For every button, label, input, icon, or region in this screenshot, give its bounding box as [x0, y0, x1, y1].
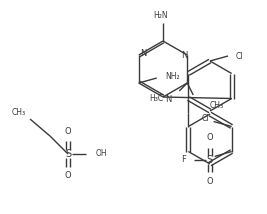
Text: N: N [165, 95, 171, 104]
Text: N: N [181, 51, 187, 59]
Text: CH₃: CH₃ [209, 101, 223, 110]
Text: H₂N: H₂N [154, 10, 168, 19]
Text: O: O [65, 171, 71, 180]
Text: H₃C: H₃C [149, 94, 163, 103]
Text: S: S [65, 149, 71, 159]
Text: S: S [207, 155, 213, 165]
Text: Cl: Cl [236, 52, 244, 61]
Text: F: F [181, 155, 186, 164]
Text: Cl: Cl [201, 114, 209, 123]
Text: O: O [206, 177, 213, 186]
Text: CH₃: CH₃ [12, 107, 26, 116]
Text: NH₂: NH₂ [165, 71, 179, 80]
Text: O: O [206, 133, 213, 142]
Text: O: O [65, 128, 71, 137]
Text: N: N [140, 49, 147, 58]
Text: OH: OH [96, 150, 108, 159]
